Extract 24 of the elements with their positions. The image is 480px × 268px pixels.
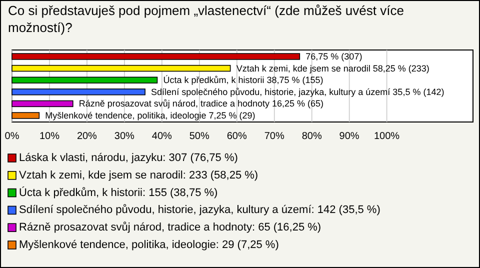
data-label: Vztah k zemi, kde jsem se narodil 58,25 % (233) [236, 63, 430, 74]
x-tick-label: 20% [76, 131, 98, 142]
data-label: 76,75 % (307) [306, 51, 362, 62]
x-tick-label: 50% [189, 131, 210, 142]
legend-label: Sdílení společného původu, historie, jazyka, kultury a území: 142 (35,5 %) [19, 204, 380, 216]
x-tick-label: 70% [264, 131, 284, 142]
x-tick-label: 30% [114, 131, 135, 142]
x-tick-label: 90% [339, 131, 360, 142]
chart-title: Co si představuješ pod pojmem „vlastenectví“ (zde můžeš uvést více možností)? [8, 3, 404, 35]
x-tick-label: 10% [39, 131, 60, 142]
x-tick-label: 80% [302, 131, 322, 142]
x-tick-label: 60% [226, 131, 247, 142]
legend-label: Láska k vlasti, národu, jazyku: 307 (76,75 %) [19, 152, 238, 164]
legend-label: Vztah k zemi, kde jsem se narodil: 233 (58,25 %) [19, 169, 258, 182]
data-label: Myšlenkové tendence, politika, ideologie 7,25 % (29) [45, 110, 256, 121]
x-tick-label: 40% [152, 131, 172, 142]
x-tick-label: 0% [4, 131, 20, 142]
data-label: Sdílení společného původu, historie, jazyka, kultury a území 35,5 % (142) [151, 86, 444, 97]
legend-label: Rázně prosazovat svůj národ, tradice a hodnoty: 65 (16,25 %) [19, 222, 322, 234]
data-label: Rázně prosazovat svůj národ, tradice a hodnoty 16,25 % (65) [78, 98, 324, 109]
legend-label: Myšlenkové tendence, politika, ideologie: 29 (7,25 %) [19, 239, 279, 251]
data-label: Úcta k předkům, k historii 38,75 % (155) [163, 75, 324, 86]
legend-label: Úcta k předkům, k historii: 155 (38,75 %) [19, 186, 218, 199]
x-tick-label: 100% [374, 131, 400, 142]
